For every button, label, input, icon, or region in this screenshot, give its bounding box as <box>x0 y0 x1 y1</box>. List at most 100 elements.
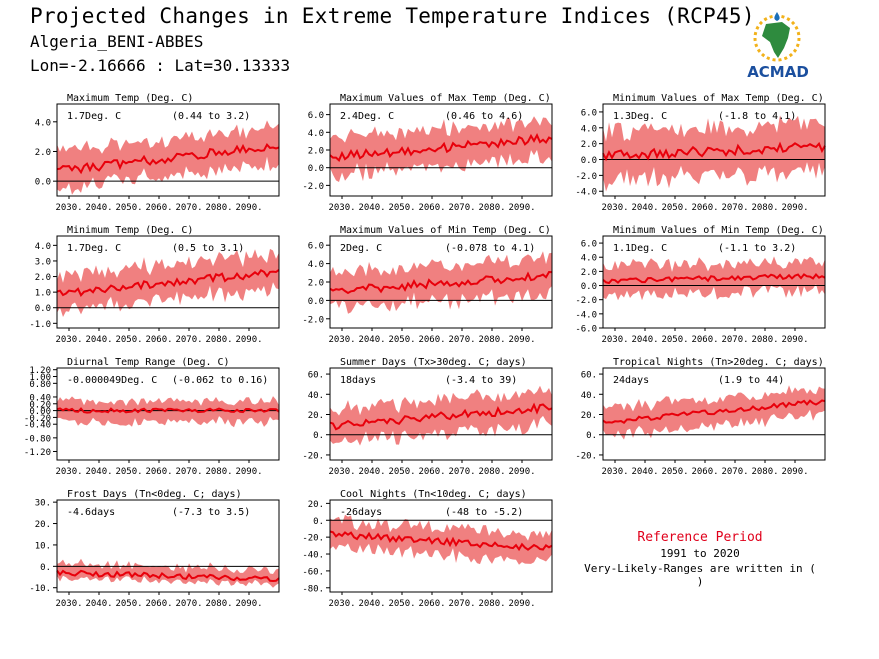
y-tick-label: 0.0 <box>35 304 51 314</box>
x-tick-label: 2090. <box>235 335 262 345</box>
change-value-label: 1.3Deg. C <box>613 111 667 122</box>
x-tick-label: 2070. <box>448 599 475 609</box>
y-tick-label: -0.20 <box>24 414 51 424</box>
x-tick-label: 2050. <box>115 467 142 477</box>
likely-range-label: (-48 to -5.2) <box>445 507 523 518</box>
x-tick-label: 2060. <box>418 203 445 213</box>
y-tick-label: -2.0 <box>575 296 597 306</box>
y-tick-label: 0. <box>40 563 51 573</box>
x-tick-label: 2080. <box>205 467 232 477</box>
plot-frame <box>56 499 280 593</box>
x-tick-label: 2040. <box>358 467 385 477</box>
acmad-logo <box>753 12 801 62</box>
y-tick-label: 4.0 <box>35 118 51 128</box>
x-tick-label: 2050. <box>115 599 142 609</box>
x-tick-label: 2060. <box>691 335 718 345</box>
x-tick-label: 2050. <box>661 335 688 345</box>
plot-frame <box>329 499 553 593</box>
chart-panel-4: Minimum Temp (Deg. C) 1.7Deg. C (0.5 to 3.… <box>29 225 280 345</box>
change-value-label: -26days <box>340 507 382 518</box>
x-tick-label: 2090. <box>235 467 262 477</box>
x-tick-label: 2050. <box>115 203 142 213</box>
likely-range-label: (-0.062 to 0.16) <box>172 375 268 386</box>
chart-panel-1: Maximum Temp (Deg. C) 1.7Deg. C (0.44 to 3… <box>35 93 280 213</box>
change-value-label: 18days <box>340 375 376 386</box>
change-value-label: -4.6days <box>67 507 115 518</box>
plot-frame <box>602 367 826 461</box>
y-tick-label: 0. <box>586 431 597 441</box>
y-tick-label: 1.0 <box>35 289 51 299</box>
y-tick-label: -2.0 <box>302 182 324 192</box>
likely-range-label: (-1.8 to 4.1) <box>718 111 796 122</box>
y-tick-label: 0.0 <box>35 178 51 188</box>
chart-panel-3: Minimum Values of Max Temp (Deg. C) 1.3De… <box>575 93 826 213</box>
change-value-label: 24days <box>613 375 649 386</box>
x-tick-label: 2040. <box>85 335 112 345</box>
chart-panel-5: Maximum Values of Min Temp (Deg. C) 2Deg.… <box>302 225 553 345</box>
x-tick-label: 2040. <box>85 599 112 609</box>
y-tick-label: 30. <box>35 499 51 509</box>
x-tick-label: 2050. <box>388 599 415 609</box>
chart-title: Minimum Values of Max Temp (Deg. C) <box>613 93 824 104</box>
likely-range-label: (0.44 to 3.2) <box>172 111 250 122</box>
chart-title: Diurnal Temp Range (Deg. C) <box>67 357 230 368</box>
y-tick-label: 1.00 <box>29 373 51 383</box>
x-tick-label: 2050. <box>661 203 688 213</box>
mean-series-line <box>56 268 280 298</box>
x-tick-label: 2060. <box>145 335 172 345</box>
y-tick-label: 60. <box>308 371 324 381</box>
y-tick-label: 0.0 <box>308 297 324 307</box>
acmad-logo-text: ACMAD <box>747 63 809 81</box>
mean-series-line <box>329 133 553 162</box>
y-tick-label: -0.80 <box>24 434 51 444</box>
y-tick-label: -80. <box>302 584 324 594</box>
x-tick-label: 2050. <box>661 467 688 477</box>
x-tick-label: 2060. <box>418 599 445 609</box>
x-tick-label: 2040. <box>631 203 658 213</box>
y-tick-label: 4.0 <box>35 242 51 252</box>
likely-range-label: (1.9 to 44) <box>718 375 784 386</box>
reference-note: Very-Likely-Ranges are written in ( ) <box>584 562 816 588</box>
y-tick-label: -60. <box>302 567 324 577</box>
likely-range-band <box>330 385 552 446</box>
y-tick-label: 2.0 <box>308 279 324 289</box>
x-tick-label: 2030. <box>328 203 355 213</box>
x-tick-label: 2080. <box>205 599 232 609</box>
likely-range-label: (0.46 to 4.6) <box>445 111 523 122</box>
plot-frame <box>56 103 280 197</box>
plot-frame <box>56 367 280 461</box>
x-tick-label: 2030. <box>328 599 355 609</box>
x-tick-label: 2060. <box>145 599 172 609</box>
x-tick-label: 2060. <box>145 203 172 213</box>
mean-series-line <box>329 402 553 431</box>
mean-series-line <box>56 142 280 175</box>
y-tick-label: 0.20 <box>29 400 51 410</box>
mean-series-line <box>329 530 553 552</box>
x-tick-label: 2090. <box>508 203 535 213</box>
y-tick-label: 20. <box>581 411 597 421</box>
x-tick-label: 2030. <box>55 203 82 213</box>
x-tick-label: 2060. <box>145 467 172 477</box>
chart-panel-11: Cool Nights (Tn<10deg. C; days) -26days (-… <box>302 489 553 609</box>
y-tick-label: -2.0 <box>575 172 597 182</box>
x-tick-label: 2040. <box>631 335 658 345</box>
chart-panel-7: Diurnal Temp Range (Deg. C) -0.000049Deg.… <box>24 357 280 477</box>
y-tick-label: -0.40 <box>24 421 51 431</box>
y-tick-label: 0.00 <box>29 407 51 417</box>
x-tick-label: 2070. <box>448 203 475 213</box>
x-tick-label: 2090. <box>781 335 808 345</box>
likely-range-band <box>57 558 279 588</box>
x-tick-label: 2080. <box>478 335 505 345</box>
x-tick-label: 2030. <box>601 467 628 477</box>
x-tick-label: 2080. <box>478 467 505 477</box>
y-tick-label: -20. <box>302 534 324 544</box>
x-tick-label: 2040. <box>85 467 112 477</box>
x-tick-label: 2070. <box>448 335 475 345</box>
y-tick-label: -10. <box>29 584 51 594</box>
chart-panel-2: Maximum Values of Max Temp (Deg. C) 2.4De… <box>302 93 553 213</box>
y-tick-label: -20. <box>575 451 597 461</box>
x-tick-label: 2070. <box>721 467 748 477</box>
x-tick-label: 2070. <box>175 203 202 213</box>
y-tick-label: -40. <box>302 551 324 561</box>
y-tick-label: 0.40 <box>29 393 51 403</box>
